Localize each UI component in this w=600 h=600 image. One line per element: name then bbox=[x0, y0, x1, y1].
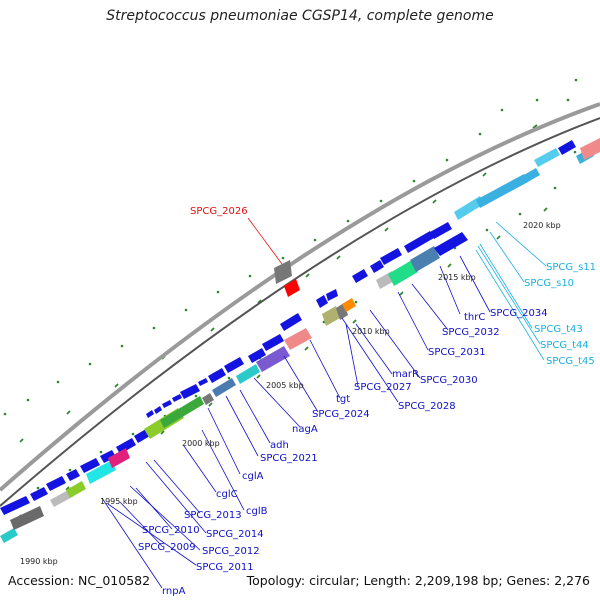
gene-label: adh bbox=[270, 440, 289, 451]
gene-label: SPCG_2021 bbox=[260, 453, 318, 464]
gene-label: cglB bbox=[246, 506, 268, 517]
gene-label: SPCG_2014 bbox=[206, 529, 264, 540]
rna-label: SPCG_t43 bbox=[534, 324, 583, 335]
gene-label: SPCG_2010 bbox=[142, 525, 200, 536]
kbp-label: 2005 kbp bbox=[266, 381, 304, 390]
gene-label: rnpA bbox=[162, 586, 186, 597]
leader-lines bbox=[101, 255, 491, 589]
rna-label: SPCG_s10 bbox=[524, 278, 574, 289]
gene-label: cglA bbox=[242, 471, 264, 482]
gene-label: tgt bbox=[336, 394, 350, 405]
genome-stats-label: Topology: circular; Length: 2,209,198 bp… bbox=[246, 573, 590, 588]
rna-label: SPCG_s11 bbox=[546, 262, 596, 273]
kbp-label: 2020 kbp bbox=[523, 221, 561, 230]
rna-label: SPCG_t45 bbox=[546, 356, 595, 367]
rna-label: SPCG_t44 bbox=[540, 340, 589, 351]
rna-leader-lines bbox=[475, 221, 547, 361]
gene-label: SPCG_2012 bbox=[202, 546, 260, 557]
gene-label: marR bbox=[392, 369, 419, 380]
genome-backbone-outer bbox=[0, 102, 600, 492]
gene-label: SPCG_2009 bbox=[138, 542, 196, 553]
accession-label: Accession: NC_010582 bbox=[8, 573, 151, 588]
kbp-label: 2000 kbp bbox=[182, 439, 220, 448]
gene-label: nagA bbox=[292, 424, 318, 435]
kbp-label: 1995 kbp bbox=[100, 497, 138, 506]
gene-label: SPCG_2032 bbox=[442, 327, 500, 338]
gene-label: thrC bbox=[464, 312, 485, 323]
gene-label: cglC bbox=[216, 489, 238, 500]
gene-label: SPCG_2013 bbox=[184, 510, 242, 521]
gene-label: SPCG_2028 bbox=[398, 401, 456, 412]
gene-label: SPCG_2030 bbox=[420, 375, 478, 386]
gene-label: SPCG_2024 bbox=[312, 409, 370, 420]
highlighted-gene-label[interactable]: SPCG_2026 bbox=[190, 206, 248, 217]
gene-labels[interactable]: rnpA SPCG_2011 SPCG_2009 SPCG_2012 SPCG_… bbox=[138, 308, 548, 597]
gene-label: SPCG_2027 bbox=[354, 382, 412, 393]
tick-marks bbox=[17, 124, 548, 519]
kbp-label: 2015 kbp bbox=[438, 273, 476, 282]
gene-label: SPCG_2011 bbox=[196, 562, 254, 573]
gene-label: SPCG_2031 bbox=[428, 347, 486, 358]
highlight-leader-line bbox=[247, 217, 283, 265]
forward-genes[interactable] bbox=[0, 138, 600, 543]
tick-dots bbox=[3, 78, 578, 510]
map-title: Streptococcus pneumoniae CGSP14, complet… bbox=[106, 8, 494, 24]
kbp-label: 2010 kbp bbox=[352, 327, 390, 336]
kbp-label: 1990 kbp bbox=[20, 557, 58, 566]
gene-label: SPCG_2034 bbox=[490, 308, 548, 319]
rna-labels[interactable]: SPCG_s11 SPCG_s10 SPCG_t43 SPCG_t44 SPCG… bbox=[524, 262, 596, 367]
genome-backbone-inner bbox=[0, 117, 600, 507]
